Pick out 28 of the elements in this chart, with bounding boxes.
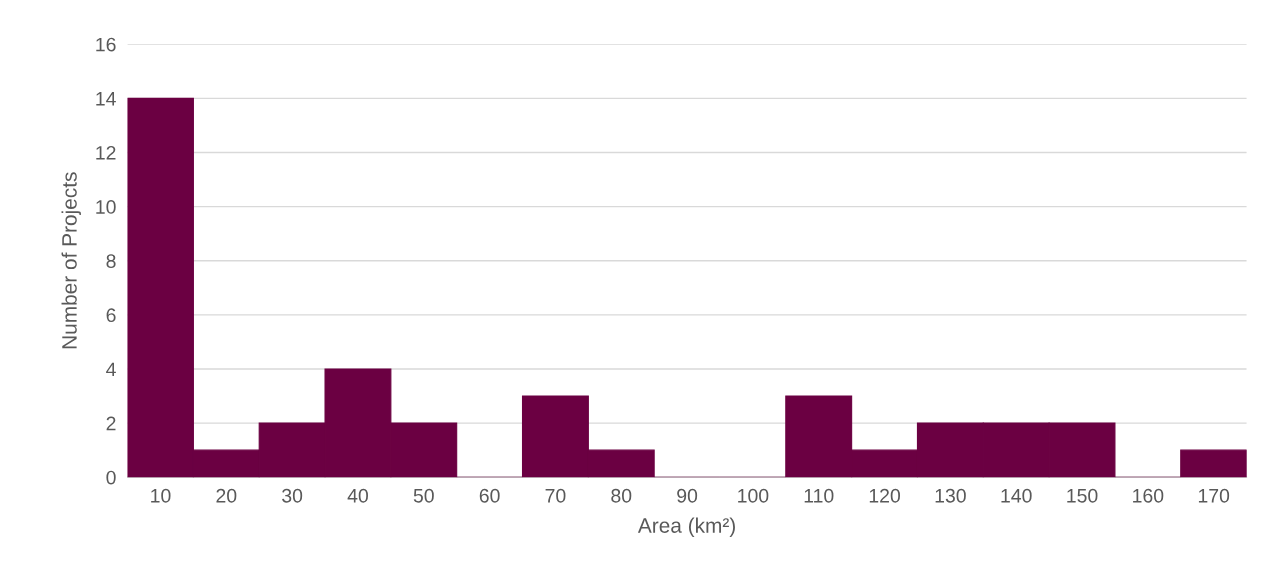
y-tick-label: 2: [106, 416, 116, 431]
x-tick-label: 170: [1198, 488, 1230, 503]
y-tick-label: 16: [96, 37, 116, 52]
y-tick-label: 14: [96, 92, 116, 106]
x-axis-title: Area (km²): [637, 517, 735, 537]
x-tick-label: 130: [935, 488, 966, 503]
x-tick-label: 30: [282, 488, 303, 503]
y-tick-label: 8: [106, 254, 116, 268]
y-tick-label: 6: [106, 308, 116, 323]
y-tick-label: 10: [96, 200, 116, 214]
x-tick-label: 110: [804, 488, 834, 503]
x-tick-label: 80: [611, 488, 632, 503]
x-tick-label: 10: [151, 488, 171, 503]
y-tick-label: 0: [106, 470, 116, 485]
y-tick-label: 4: [106, 362, 116, 377]
x-tick-label: 50: [413, 488, 434, 503]
x-tick-label: 150: [1067, 488, 1098, 503]
x-tick-label: 70: [545, 488, 566, 503]
y-tick-label: 12: [96, 145, 116, 160]
y-axis-title: Number of Projects: [61, 172, 81, 349]
x-tick-label: 160: [1133, 488, 1164, 503]
x-tick-label: 90: [677, 488, 698, 503]
x-tick-label: 20: [216, 488, 237, 503]
x-tick-label: 120: [869, 488, 901, 503]
x-tick-label: 40: [347, 488, 368, 503]
x-tick-label: 100: [738, 488, 769, 503]
x-tick-label: 140: [1001, 488, 1032, 503]
x-tick-label: 60: [479, 488, 500, 503]
